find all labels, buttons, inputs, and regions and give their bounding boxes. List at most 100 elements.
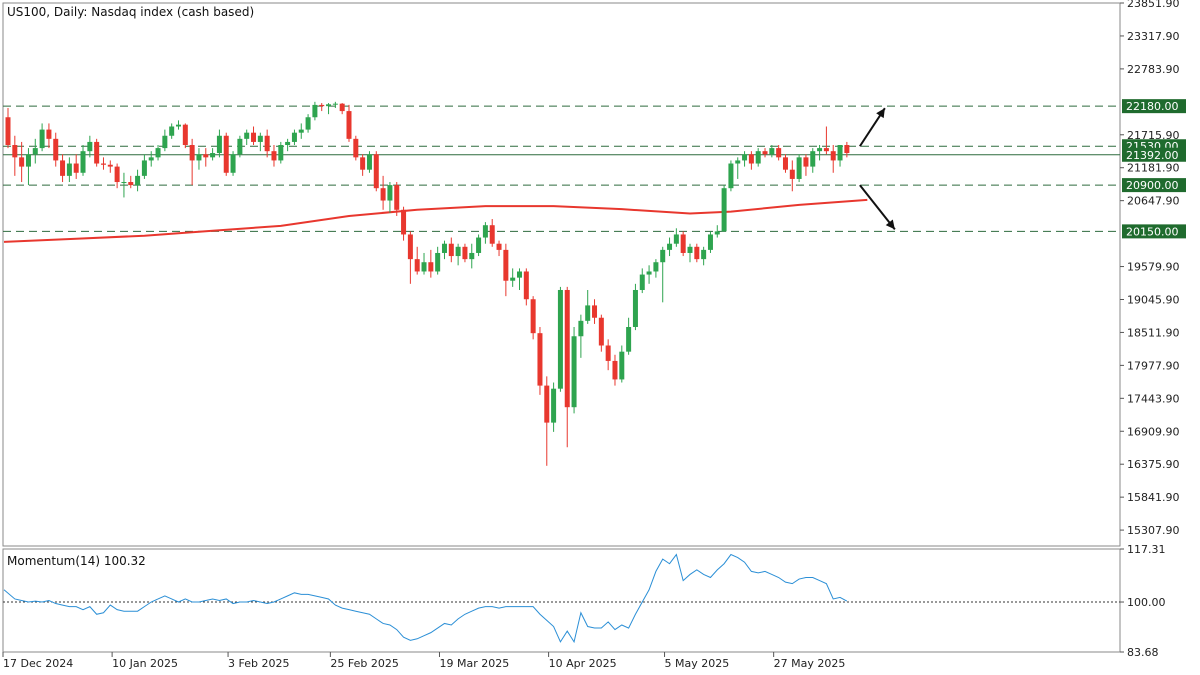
candle-body: [571, 336, 577, 408]
candle: [203, 148, 209, 167]
candle: [298, 123, 304, 139]
candle-body: [94, 141, 100, 164]
momentum-tick-label: 100.00: [1127, 596, 1166, 609]
price-tick-label: 22783.90: [1127, 63, 1180, 76]
price-tick-label: 21715.90: [1127, 129, 1180, 142]
candle: [557, 286, 563, 392]
candle-body: [12, 145, 18, 158]
candle: [148, 151, 154, 167]
candle: [196, 148, 202, 170]
candle-body: [5, 117, 11, 146]
candle-body: [564, 289, 570, 408]
candle: [387, 182, 393, 213]
candle-body: [441, 243, 447, 253]
candle-body: [448, 243, 454, 257]
candle-body: [346, 111, 352, 139]
candle: [510, 268, 516, 287]
candle-body: [121, 182, 127, 184]
candle: [837, 145, 843, 167]
time-tick-label: 17 Dec 2024: [3, 657, 73, 670]
candle-body: [169, 126, 175, 136]
candle: [135, 169, 141, 192]
candle-body: [278, 145, 284, 161]
candle-body: [489, 225, 495, 244]
candle: [121, 172, 127, 198]
candle: [728, 160, 734, 192]
candle: [107, 160, 113, 173]
candle-body: [216, 135, 222, 154]
candle-body: [73, 163, 79, 173]
candle-body: [291, 132, 297, 142]
candle-body: [482, 225, 488, 238]
candle-body: [135, 175, 141, 186]
candle-body: [694, 246, 700, 260]
candle: [401, 206, 407, 241]
candle: [578, 314, 584, 358]
candle: [769, 145, 775, 158]
candle-body: [626, 326, 632, 352]
candle-body: [728, 163, 734, 189]
candle-body: [551, 388, 557, 423]
candle: [100, 157, 106, 170]
candle-body: [114, 166, 120, 183]
candle: [803, 154, 809, 176]
candle: [162, 129, 168, 152]
candle: [660, 246, 666, 303]
candle: [128, 175, 134, 189]
candle: [537, 326, 543, 395]
candle: [305, 114, 311, 133]
price-tick-label: 15841.90: [1127, 491, 1180, 504]
candle: [407, 231, 413, 284]
momentum-layer: [3, 553, 1120, 644]
arrow-annotations: [859, 107, 896, 230]
candle-body: [639, 274, 645, 290]
candle-body: [332, 103, 338, 105]
candles-layer: [5, 101, 850, 466]
candle: [380, 175, 386, 210]
candle: [776, 145, 782, 161]
candle-body: [421, 262, 427, 272]
candle-body: [537, 333, 543, 386]
level-label-box: [1122, 147, 1186, 162]
candle-body: [60, 160, 66, 176]
candle: [476, 234, 482, 257]
candle-body: [19, 157, 25, 167]
arrow-up-right: [859, 107, 886, 147]
candle: [762, 148, 768, 158]
candle: [632, 283, 638, 331]
price-tick-label: 19045.90: [1127, 293, 1180, 306]
candle: [564, 286, 570, 448]
candle-body: [660, 249, 666, 263]
candle-body: [817, 148, 823, 152]
candle: [530, 296, 536, 340]
candle: [373, 151, 379, 192]
momentum-title: Momentum(14) 100.32: [7, 554, 146, 568]
candle-body: [312, 104, 318, 118]
candle: [339, 103, 345, 115]
candle-body: [271, 151, 277, 161]
candle-body: [598, 317, 604, 346]
candle: [687, 243, 693, 263]
candle: [748, 151, 754, 170]
time-tick-label: 3 Feb 2025: [228, 657, 289, 670]
candle-body: [680, 234, 686, 253]
candle: [551, 382, 557, 432]
candle: [19, 141, 25, 183]
candle-body: [230, 154, 236, 173]
candle: [462, 243, 468, 263]
candle-body: [469, 252, 475, 260]
candle: [619, 345, 625, 383]
candle: [80, 145, 86, 176]
candle: [701, 246, 707, 266]
level-label: 22180.00: [1126, 100, 1179, 113]
candle-body: [803, 157, 809, 167]
candle: [489, 219, 495, 247]
price-tick-label: 19579.90: [1127, 261, 1180, 274]
price-tick-label: 18511.90: [1127, 326, 1180, 339]
candle-body: [557, 289, 563, 389]
momentum-line: [3, 553, 848, 644]
candle: [66, 157, 72, 183]
candle: [742, 151, 748, 167]
candle: [319, 103, 325, 112]
